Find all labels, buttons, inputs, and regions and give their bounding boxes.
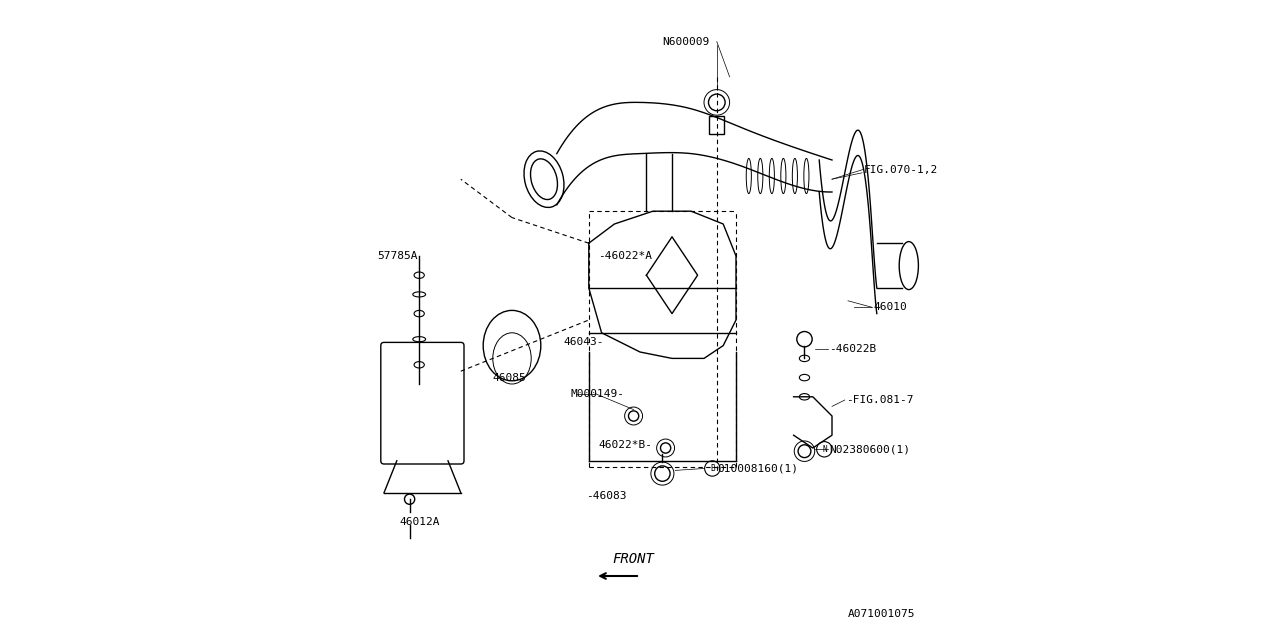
Text: N: N — [822, 445, 827, 454]
Text: 46012A: 46012A — [399, 516, 439, 527]
Text: B: B — [710, 464, 714, 473]
Text: -46022B: -46022B — [829, 344, 876, 354]
Text: 46085: 46085 — [493, 372, 526, 383]
Text: M000149-: M000149- — [571, 388, 625, 399]
Text: 57785A: 57785A — [378, 251, 419, 261]
Text: FRONT: FRONT — [613, 552, 654, 566]
Text: 46010: 46010 — [874, 302, 908, 312]
Text: A071001075: A071001075 — [847, 609, 915, 620]
Text: 010008160(1): 010008160(1) — [717, 463, 797, 474]
Text: -46083: -46083 — [585, 491, 626, 501]
Text: -46022*A: -46022*A — [599, 251, 653, 261]
Text: 46022*B-: 46022*B- — [599, 440, 653, 450]
Text: N02380600(1): N02380600(1) — [829, 444, 910, 454]
Text: -FIG.081-7: -FIG.081-7 — [846, 395, 914, 405]
Text: FIG.070-1,2: FIG.070-1,2 — [864, 164, 938, 175]
Text: N600009: N600009 — [663, 36, 709, 47]
Text: 46043-: 46043- — [563, 337, 604, 348]
